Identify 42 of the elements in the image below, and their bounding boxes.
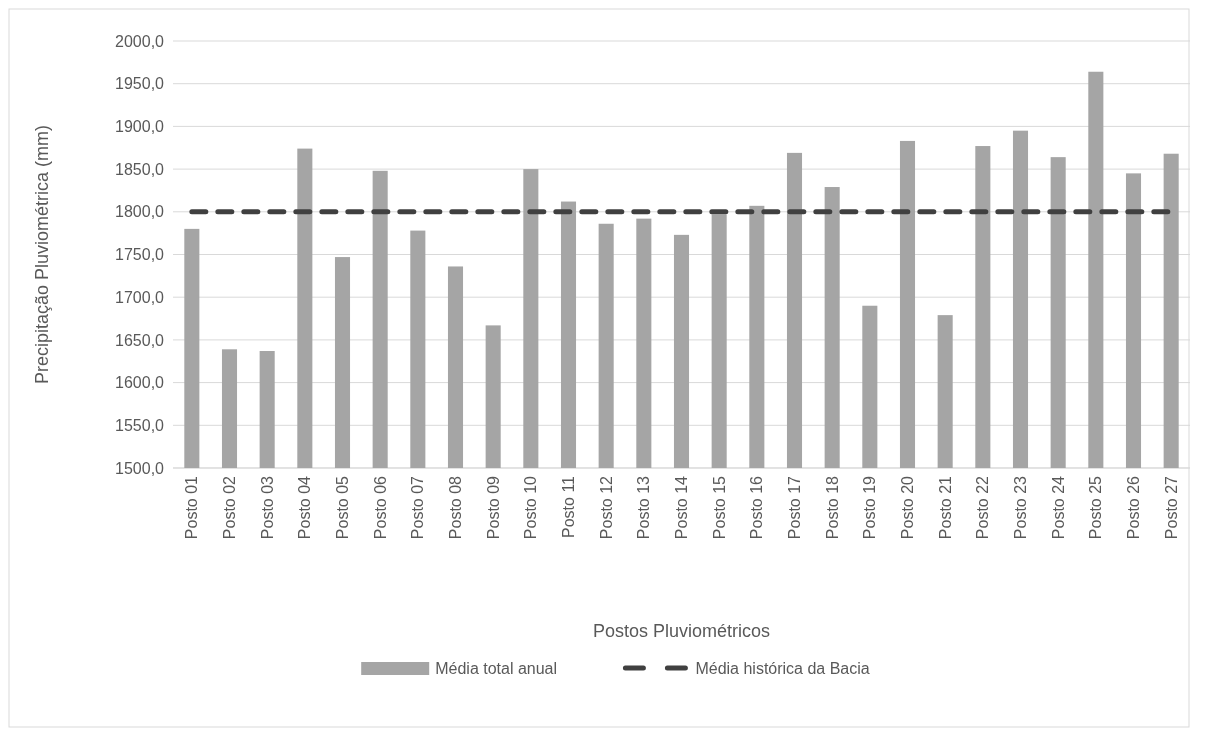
x-tick-label: Posto 12 bbox=[597, 475, 615, 540]
x-tick-label: Posto 24 bbox=[1049, 475, 1067, 540]
x-tick-label: Posto 06 bbox=[371, 475, 389, 540]
y-tick-label: 2000,0 bbox=[115, 32, 165, 50]
x-tick-label: Posto 26 bbox=[1125, 475, 1143, 540]
y-tick-label: 1950,0 bbox=[115, 75, 165, 93]
y-tick-label: 1900,0 bbox=[115, 118, 165, 135]
y-axis-title: Precipitação Pluviométrica (mm) bbox=[32, 124, 52, 385]
x-tick-label: Posto 21 bbox=[936, 475, 954, 540]
x-tick-label: Posto 15 bbox=[710, 475, 728, 540]
x-axis-title: Postos Pluviométricos bbox=[592, 621, 771, 641]
x-tick-label: Posto 16 bbox=[748, 475, 766, 540]
legend-label: Média total anual bbox=[435, 659, 558, 677]
x-tick-label: Posto 08 bbox=[447, 475, 465, 540]
x-tick-label: Posto 18 bbox=[823, 475, 841, 540]
x-tick-label: Posto 10 bbox=[522, 475, 540, 540]
y-tick-label: 1850,0 bbox=[115, 160, 165, 178]
x-tick-label: Posto 04 bbox=[296, 475, 314, 540]
x-tick-label: Posto 25 bbox=[1087, 475, 1105, 540]
y-tick-label: 1500,0 bbox=[115, 459, 165, 477]
legend-label: Média histórica da Bacia bbox=[695, 659, 870, 677]
x-tick-label: Posto 07 bbox=[409, 475, 427, 540]
y-tick-label: 1700,0 bbox=[115, 288, 165, 306]
y-tick-label: 1750,0 bbox=[115, 246, 165, 264]
y-tick-label: 1650,0 bbox=[115, 331, 165, 349]
x-tick-label: Posto 03 bbox=[258, 475, 276, 540]
x-tick-label: Posto 14 bbox=[673, 475, 691, 540]
x-tick-label: Posto 22 bbox=[974, 475, 992, 540]
y-tick-label: 1550,0 bbox=[115, 416, 165, 434]
y-tick-label: 1800,0 bbox=[115, 203, 165, 221]
x-tick-label: Posto 02 bbox=[221, 475, 239, 540]
y-tick-label: 1600,0 bbox=[115, 374, 165, 392]
x-tick-label: Posto 17 bbox=[786, 475, 804, 540]
x-tick-label: Posto 13 bbox=[635, 475, 653, 540]
x-tick-label: Posto 11 bbox=[560, 475, 578, 538]
x-tick-label: Posto 23 bbox=[1012, 475, 1030, 540]
x-tick-label: Posto 19 bbox=[861, 475, 879, 540]
x-tick-label: Posto 27 bbox=[1162, 475, 1180, 540]
x-tick-label: Posto 01 bbox=[183, 475, 201, 540]
x-tick-label: Posto 05 bbox=[334, 475, 352, 540]
x-tick-label: Posto 20 bbox=[899, 475, 917, 540]
x-tick-label: Posto 09 bbox=[484, 475, 502, 540]
